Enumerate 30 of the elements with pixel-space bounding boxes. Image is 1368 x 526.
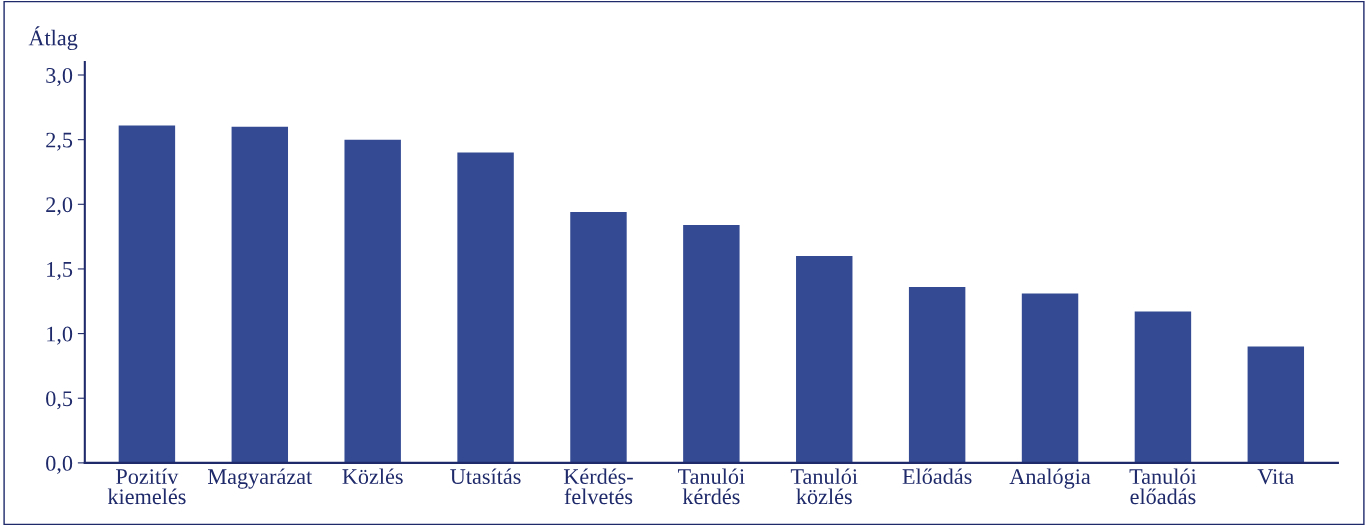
bar	[344, 139, 401, 463]
x-tick-label: Tanulói előadás	[1129, 468, 1197, 505]
bar	[457, 152, 514, 463]
bar	[1134, 311, 1192, 463]
y-tick-label: 3,0	[46, 67, 73, 87]
bar	[570, 212, 627, 463]
bar	[796, 256, 853, 463]
x-tick-label: Utasítás	[450, 468, 521, 485]
y-tick-label: 2,5	[46, 132, 73, 151]
y-axis-title: Átlag	[28, 26, 78, 51]
x-tick-label: Magyarázat	[208, 468, 313, 489]
bar	[908, 287, 966, 463]
x-tick-label: Előadás	[902, 468, 972, 485]
bar	[1247, 346, 1305, 463]
y-tick-label: 2,0	[46, 197, 73, 216]
x-tick-label: Tanulói kérdés	[677, 468, 745, 505]
y-tick-label: 1,0	[47, 326, 73, 345]
x-tick-label: Analógia	[1009, 468, 1091, 489]
y-tick-label: 0,0	[46, 455, 73, 475]
bar	[231, 126, 289, 463]
x-tick-label: Pozitív kiemelés	[107, 468, 186, 505]
x-tick-label: Vita	[1257, 469, 1294, 485]
bar	[1021, 293, 1079, 463]
x-tick-label: Közlés	[342, 468, 403, 485]
x-tick-label: Tanulói közlés	[790, 468, 858, 505]
x-tick-label: Kérdés- felvetés	[563, 468, 633, 505]
y-tick-label: 0,5	[46, 391, 73, 410]
y-tick-label: 1,5	[47, 261, 73, 281]
bar	[683, 224, 740, 463]
bar	[118, 125, 176, 463]
